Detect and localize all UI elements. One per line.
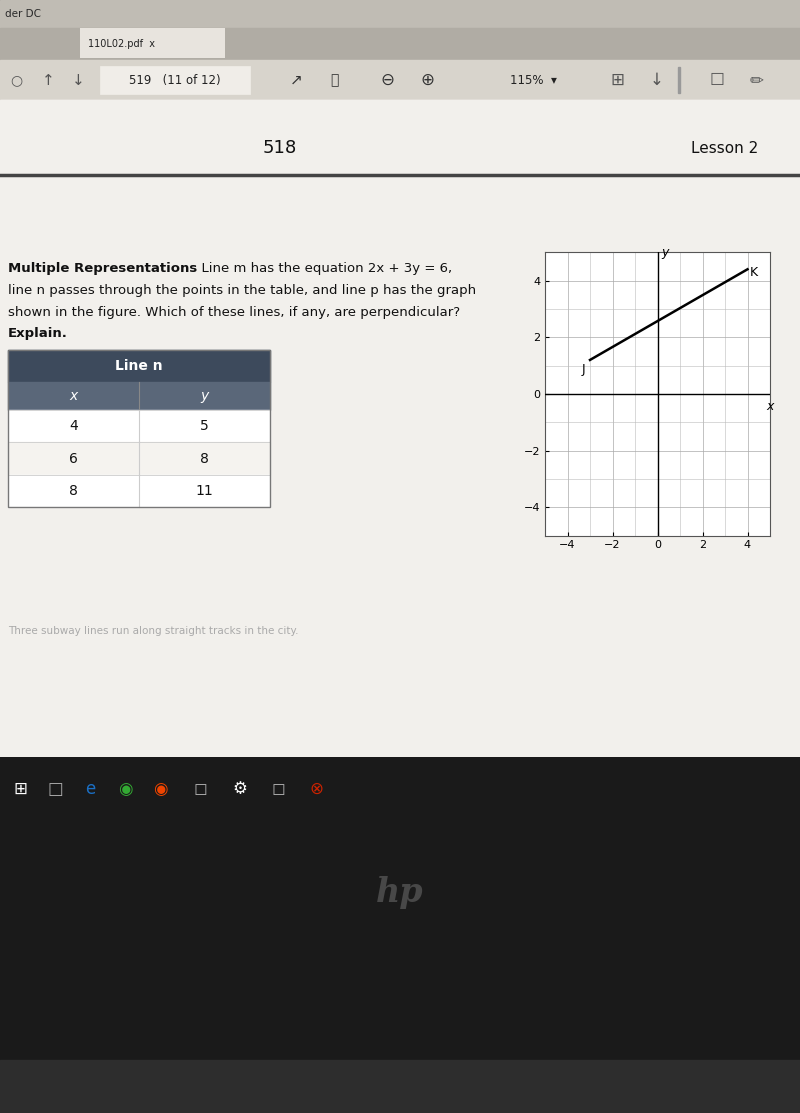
Text: ↗: ↗ xyxy=(290,72,302,88)
Text: ⊞: ⊞ xyxy=(610,71,624,89)
Text: 110L02.pdf  x: 110L02.pdf x xyxy=(88,39,155,49)
Text: ⊞: ⊞ xyxy=(13,780,27,798)
Bar xyxy=(0,60,800,100)
Text: 11: 11 xyxy=(196,483,214,498)
Text: 8: 8 xyxy=(200,452,209,465)
Text: ⊕: ⊕ xyxy=(420,71,434,89)
Bar xyxy=(0,1060,800,1113)
Bar xyxy=(0,0,800,28)
Text: der DC: der DC xyxy=(5,9,41,19)
Bar xyxy=(0,100,800,757)
Text: Line m has the equation 2x + 3y = 6,: Line m has the equation 2x + 3y = 6, xyxy=(193,262,452,275)
Bar xyxy=(8,383,270,411)
Text: ↑: ↑ xyxy=(42,72,54,88)
Text: 8: 8 xyxy=(69,483,78,498)
Text: K: K xyxy=(750,266,758,278)
Text: hp: hp xyxy=(376,876,424,908)
Text: e: e xyxy=(85,780,95,798)
Text: J: J xyxy=(582,363,586,376)
Text: ◻: ◻ xyxy=(271,780,285,798)
Text: Lesson 2: Lesson 2 xyxy=(690,140,758,156)
Text: 4: 4 xyxy=(69,420,78,433)
Text: □: □ xyxy=(47,780,63,798)
Text: x: x xyxy=(70,390,78,403)
Bar xyxy=(0,28,800,60)
Text: 518: 518 xyxy=(263,139,297,157)
Text: ◉: ◉ xyxy=(118,780,132,798)
Bar xyxy=(100,66,250,95)
Text: ↓: ↓ xyxy=(650,71,664,89)
Text: Line n: Line n xyxy=(115,359,163,373)
Text: Three subway lines run along straight tracks in the city.: Three subway lines run along straight tr… xyxy=(8,626,298,636)
Text: Multiple Representations: Multiple Representations xyxy=(8,262,198,275)
Bar xyxy=(8,474,270,506)
Text: shown in the figure. Which of these lines, if any, are perpendicular?: shown in the figure. Which of these line… xyxy=(8,306,460,318)
Text: ☐: ☐ xyxy=(710,71,725,89)
Bar xyxy=(678,67,680,93)
Text: x: x xyxy=(766,401,774,413)
Text: ⚙: ⚙ xyxy=(233,780,247,798)
Text: 519   (11 of 12): 519 (11 of 12) xyxy=(129,73,221,87)
Text: ↓: ↓ xyxy=(72,72,85,88)
Bar xyxy=(8,351,270,506)
Text: 5: 5 xyxy=(200,420,209,433)
Text: ✏: ✏ xyxy=(750,71,764,89)
Text: ◉: ◉ xyxy=(153,780,167,798)
Bar xyxy=(8,351,270,383)
Bar xyxy=(80,28,225,58)
Bar xyxy=(0,100,800,757)
Text: 6: 6 xyxy=(69,452,78,465)
Text: line n passes through the points in the table, and line p has the graph: line n passes through the points in the … xyxy=(8,284,476,297)
Text: ✋: ✋ xyxy=(330,73,338,87)
Text: ⊖: ⊖ xyxy=(380,71,394,89)
Text: ○: ○ xyxy=(10,73,22,87)
Text: y: y xyxy=(662,246,669,259)
Text: Explain.: Explain. xyxy=(8,327,68,339)
Text: 115%  ▾: 115% ▾ xyxy=(510,73,557,87)
Text: ◻: ◻ xyxy=(193,780,207,798)
Text: ⊗: ⊗ xyxy=(309,780,323,798)
Bar xyxy=(8,443,270,474)
Text: y: y xyxy=(200,390,209,403)
Bar xyxy=(8,411,270,443)
